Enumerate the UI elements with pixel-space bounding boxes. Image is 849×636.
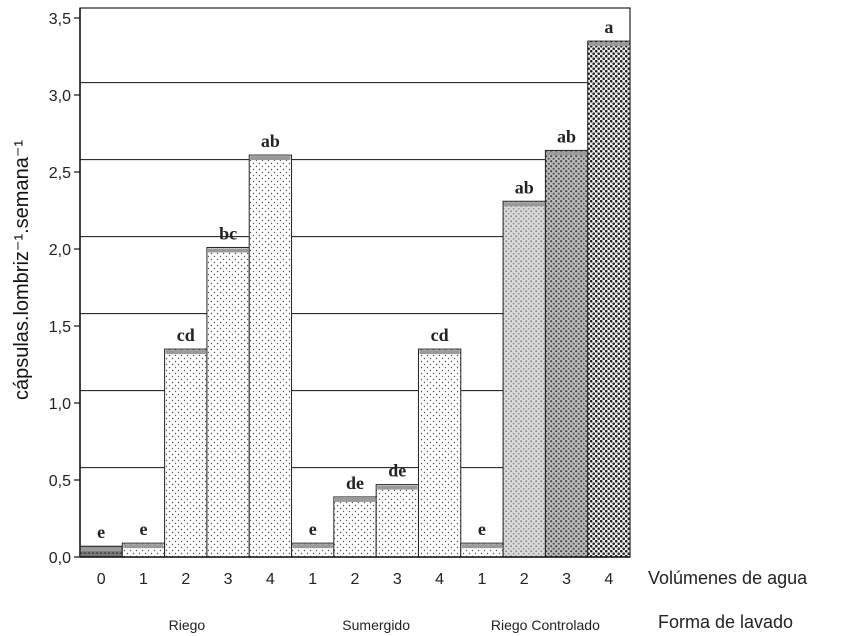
group-label: Sumergido [342,617,410,633]
bar [164,348,208,558]
bar-cap [461,544,503,549]
x-axis: 0 1 2 3 4 1 2 3 4 1 2 3 4 Riego Sumergido Riego Control… [80,556,630,633]
x-axis-levels-label: Volúmenes de agua [648,568,808,588]
bar [206,246,250,558]
bar-cap [588,42,629,47]
significance-label: e [309,519,317,539]
bar-cap [546,151,587,156]
significance-label: e [478,519,486,539]
group-label: Riego Controlado [491,617,600,633]
x-tick-label: 1 [477,571,486,588]
group-label: Riego [169,617,206,633]
y-tick-label: 3,0 [49,88,71,105]
significance-label: a [604,17,613,37]
bar-cap [81,547,122,552]
y-tick-label: 3,5 [49,11,71,28]
bar-cap [292,544,333,549]
x-tick-label: 1 [139,571,148,588]
y-axis: 0,0 0,5 1,0 1,5 2,0 2,5 3,0 3,5 [49,8,81,567]
bar [248,154,293,558]
bar-cap [123,544,164,549]
significance-label: ab [515,177,534,197]
x-tick-label: 3 [562,571,571,588]
y-tick-label: 1,0 [49,396,71,413]
x-tick-label: 4 [266,571,275,588]
x-tick-label: 4 [435,571,444,588]
x-tick-label: 4 [604,571,613,588]
y-tick-label: 2,5 [49,165,71,182]
y-tick-label: 2,0 [49,242,71,259]
x-tick-label: 0 [97,571,106,588]
bar [587,40,631,558]
y-axis-label: cápsulas.lombriz⁻¹.semana⁻¹ [11,140,33,400]
significance-label: de [388,461,406,481]
significance-label: cd [431,325,449,345]
significance-label: bc [219,223,237,243]
significance-label: ab [557,126,576,146]
significance-label: e [97,522,105,542]
significance-label: e [139,519,147,539]
x-tick-label: 2 [351,571,360,588]
bar-cap [504,202,545,207]
y-tick-label: 1,5 [49,319,71,336]
bar-cap [250,156,291,161]
bar-cap [377,485,418,490]
bar-cap [334,497,376,502]
bar-cap [165,350,206,355]
bar [502,200,546,558]
bar [417,348,462,558]
x-tick-label: 3 [224,571,233,588]
y-tick-label: 0,0 [49,550,71,567]
y-tick-label: 0,5 [49,473,71,490]
x-tick-label: 2 [520,571,529,588]
bar-cap [419,350,460,355]
bar [375,484,419,558]
x-tick-label: 1 [308,571,317,588]
bar [333,496,377,558]
significance-label: ab [261,131,280,151]
significance-label: cd [177,325,195,345]
bar [544,149,589,558]
x-tick-label: 3 [393,571,402,588]
x-axis-groups-label: Forma de lavado [658,612,793,632]
bars: e e cd bc ab e de de cd e ab ab a [79,17,631,558]
significance-label: de [346,473,364,493]
x-tick-label: 2 [181,571,190,588]
bar-cap [207,248,249,253]
